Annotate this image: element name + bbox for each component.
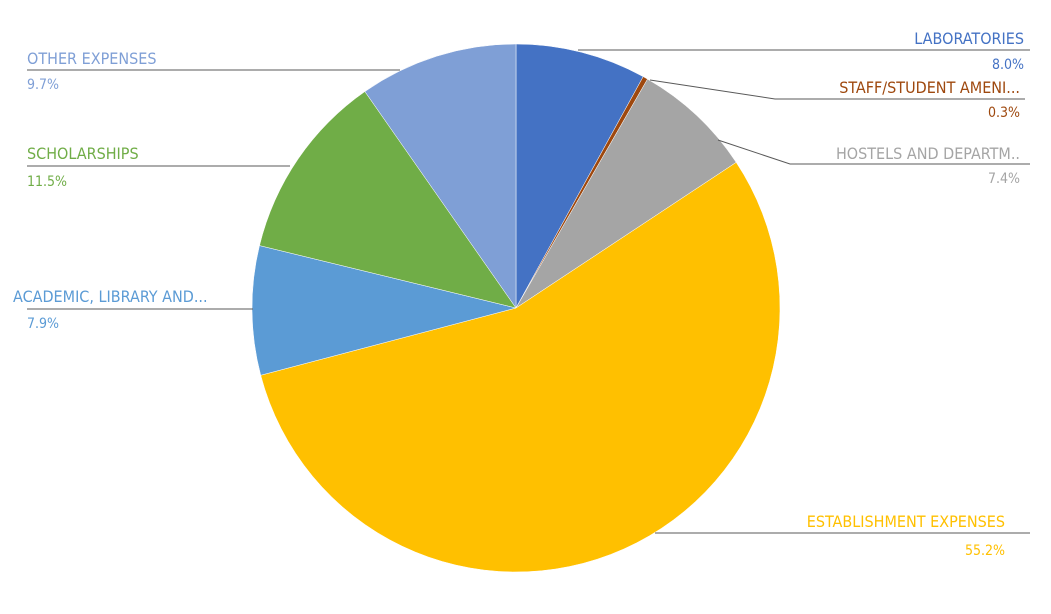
value-establishment-expenses: 55.2% [965,543,1005,559]
label-laboratories: LABORATORIES [914,29,1024,48]
slice-establishment-expenses [260,162,781,573]
label-hostels-and-departm: HOSTELS AND DEPARTM.. [836,144,1020,163]
data-labels: LABORATORIES 8.0% STAFF/STUDENT AMENI... 0.… [13,29,1024,559]
label-staff-student-ameni: STAFF/STUDENT AMENI... [839,78,1020,97]
slice-other-expenses [364,43,517,309]
label-other-expenses: OTHER EXPENSES [27,49,156,68]
slice-laboratories [515,43,644,309]
label-scholarships: SCHOLARSHIPS [27,144,139,163]
slice-hostels-and-departm [515,78,737,309]
value-hostels-and-departm: 7.4% [988,171,1020,187]
value-academic-library-and: 7.9% [27,316,59,332]
leader-lines [27,49,1030,534]
label-establishment-expenses: ESTABLISHMENT EXPENSES [807,512,1005,531]
value-laboratories: 8.0% [992,57,1024,73]
value-other-expenses: 9.7% [27,77,59,93]
slice-academic-library-and [251,245,517,376]
leader-line-staff-student-ameni [649,79,1025,100]
leader-line-hostels-and-departm [717,139,1030,165]
value-scholarships: 11.5% [27,174,67,190]
label-academic-library-and: ACADEMIC, LIBRARY AND... [13,287,208,306]
value-staff-student-ameni: 0.3% [988,105,1020,121]
pie-slices [251,43,781,573]
slice-scholarships [259,91,517,309]
